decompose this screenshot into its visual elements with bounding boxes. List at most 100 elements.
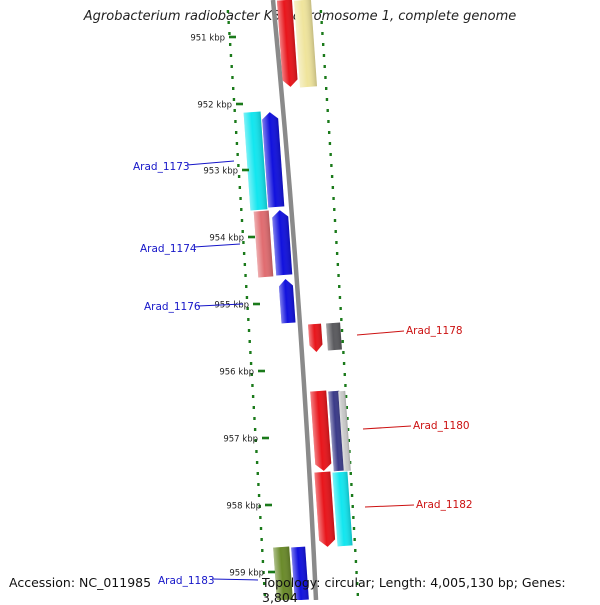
gene-label-leader [193, 243, 241, 248]
ring-dot [227, 21, 230, 24]
gene-label[interactable]: Arad_1180 [413, 420, 470, 432]
ring-dot [333, 208, 336, 211]
ring-dot [251, 395, 255, 398]
ring-dot [253, 428, 257, 431]
ring-dot [245, 285, 248, 288]
kbp-tick-mark [229, 35, 236, 39]
ring-dot [349, 472, 352, 475]
ring-dot [341, 340, 344, 343]
ring-dot [257, 483, 260, 486]
ring-dot [342, 351, 345, 354]
ring-dot [232, 87, 235, 90]
ring-dot [327, 131, 331, 134]
gene-label[interactable]: Arad_1176 [144, 301, 201, 313]
ring-dot [228, 43, 232, 46]
ring-dot [228, 32, 231, 35]
ring-dot [249, 362, 253, 365]
gene-label-leader [197, 303, 244, 307]
ring-dot [251, 384, 254, 387]
ring-dot [241, 230, 244, 233]
ring-dot [355, 582, 359, 585]
ring-dot [348, 450, 351, 453]
ring-dot [346, 428, 350, 431]
kbp-tick-mark [268, 570, 275, 574]
topology-text: Topology: circular; Length: 4,005,130 bp… [262, 575, 566, 605]
accession-text: Accession: NC_011985 [9, 575, 152, 590]
gene-label[interactable]: Arad_1182 [416, 499, 473, 511]
kbp-tick-label: 956 kbp [219, 368, 254, 378]
ring-dot [329, 153, 332, 156]
gene-arrow-shade [278, 279, 296, 324]
kbp-tick-mark [258, 369, 265, 373]
gene-label[interactable]: Arad_1174 [140, 243, 197, 255]
ring-dot [325, 98, 329, 101]
ring-dot [346, 417, 349, 420]
gene-arrow-shade [291, 546, 309, 600]
kbp-tick-mark [236, 102, 243, 106]
ring-dot [321, 43, 325, 46]
ring-dot [338, 296, 342, 299]
ring-dot [240, 208, 243, 211]
ring-dot [333, 219, 337, 222]
kbp-tick-mark [242, 168, 249, 172]
ring-dot [239, 197, 242, 200]
ring-dot [238, 186, 242, 189]
ring-dot [235, 142, 239, 145]
ring-dot [262, 582, 266, 585]
kbp-tick-label: 955 kbp [214, 301, 249, 311]
ring-dot [340, 318, 343, 321]
ring-dot [255, 450, 258, 453]
ring-dot [245, 296, 249, 299]
ring-dot [263, 593, 267, 596]
gene-arrow-shade [293, 0, 318, 88]
ring-dot [248, 340, 251, 343]
ring-dot [240, 219, 244, 222]
ring-dot [319, 10, 323, 13]
ring-dot [259, 527, 263, 530]
gene-arrow-shade [262, 112, 285, 208]
ring-dot [344, 395, 348, 398]
ring-dot [344, 384, 347, 387]
ring-dot [256, 472, 259, 475]
ring-dot [322, 54, 326, 57]
ring-dot [338, 285, 341, 288]
kbp-tick-label: 951 kbp [190, 34, 225, 44]
ring-dot [237, 164, 240, 167]
ring-dot [255, 461, 259, 464]
kbp-tick-label: 959 kbp [229, 569, 264, 579]
kbp-ticks: 951 kbp 952 kbp 953 kbp 954 kbp 955 kbp 956 k… [190, 34, 275, 579]
ring-dot [250, 373, 253, 376]
ring-dot [352, 516, 355, 519]
ring-dot [262, 571, 265, 574]
ring-dot [236, 153, 239, 156]
ring-dot [326, 109, 329, 112]
ring-dot [340, 329, 344, 332]
ring-dot [244, 274, 247, 277]
ring-dot [325, 87, 328, 90]
ring-dot [342, 362, 346, 365]
chromosome-backbone [270, 0, 319, 600]
ring-dot [332, 197, 335, 200]
gene-label[interactable]: Arad_1173 [133, 161, 190, 173]
gene-arrow-shade [338, 390, 351, 472]
ring-dot [350, 494, 354, 497]
ring-dot [243, 263, 247, 266]
gene-label[interactable]: Arad_1178 [406, 325, 463, 337]
ring-dot [345, 406, 348, 409]
kbp-tick-mark [265, 503, 272, 507]
ring-dot [261, 560, 265, 563]
ring-dot [355, 571, 358, 574]
gene-label-leader [362, 425, 412, 430]
gene-label-leader [211, 578, 259, 581]
ring-dot [320, 21, 323, 24]
kbp-tick-mark [253, 302, 260, 306]
ring-dot [233, 109, 236, 112]
ring-dot [230, 65, 233, 68]
kbp-tick-label: 954 kbp [209, 234, 244, 244]
ring-dot [335, 241, 338, 244]
gene-label[interactable]: Arad_1183 [158, 575, 215, 587]
gene-arrow-shade [276, 0, 298, 87]
ring-dot [254, 439, 257, 442]
gene-arrow-shade [273, 546, 293, 600]
